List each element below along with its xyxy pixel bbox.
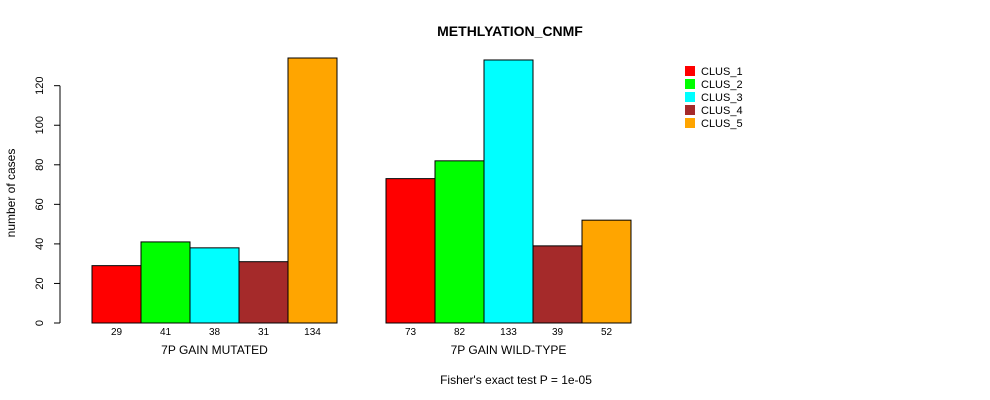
- y-tick-label: 100: [34, 116, 46, 134]
- bar-count-label: 38: [209, 327, 221, 338]
- bar-count-label: 134: [304, 327, 321, 338]
- legend-swatch: [685, 79, 695, 89]
- group-labels: 7P GAIN MUTATED 7P GAIN WILD-TYPE: [161, 343, 566, 357]
- legend-swatch: [685, 66, 695, 76]
- bar-clus-5-group-2: [581, 219, 632, 324]
- bar-clus-5-group-1: [287, 57, 338, 324]
- legend-swatch: [685, 118, 695, 128]
- group-label: 7P GAIN WILD-TYPE: [451, 343, 567, 357]
- legend-entry: CLUS_2: [701, 79, 743, 91]
- legend-swatch: [685, 92, 695, 102]
- bar-count-label: 73: [405, 327, 417, 338]
- y-tick-label: 60: [34, 198, 46, 210]
- legend-swatch: [685, 105, 695, 115]
- y-tick-label: 20: [34, 277, 46, 289]
- chart-title: METHLYATION_CNMF: [437, 23, 583, 39]
- bar-count-label: 133: [500, 327, 517, 338]
- bar-count-label: 29: [111, 327, 123, 338]
- bar-clus-2-group-2: [434, 160, 485, 324]
- legend-entry: CLUS_3: [701, 92, 743, 104]
- y-tick-label: 40: [34, 238, 46, 250]
- bar-clus-3-group-1: [189, 247, 240, 324]
- bar-count-label: 41: [160, 327, 172, 338]
- bar-count-label: 31: [258, 327, 270, 338]
- legend-entry: CLUS_4: [701, 105, 743, 117]
- bar-clus-2-group-1: [140, 241, 191, 324]
- bar-clus-4-group-2: [532, 245, 583, 324]
- bar-clus-3-group-2: [483, 59, 534, 324]
- bar-clus-4-group-1: [238, 261, 289, 324]
- fisher-test-footnote: Fisher's exact test P = 1e-05: [440, 373, 592, 387]
- bar-count-label: 52: [601, 327, 613, 338]
- legend-entry: CLUS_1: [701, 66, 743, 78]
- group-label: 7P GAIN MUTATED: [161, 343, 268, 357]
- y-tick-label: 120: [34, 77, 46, 95]
- bar-count-label: 39: [552, 327, 564, 338]
- y-tick-label: 80: [34, 159, 46, 171]
- bar-clus-1-group-2: [385, 178, 436, 324]
- bar-clus-1-group-1: [91, 265, 142, 324]
- bar-count-label: 82: [454, 327, 466, 338]
- y-axis: 0 20 40 60 80 100 120: [34, 77, 61, 326]
- count-labels: 29 41 38 31 134 73 82 133 39 52: [111, 327, 613, 338]
- y-tick-label: 0: [34, 320, 46, 326]
- bars: [91, 57, 632, 324]
- y-axis-label: number of cases: [4, 149, 18, 238]
- legend-entry: CLUS_5: [701, 118, 743, 130]
